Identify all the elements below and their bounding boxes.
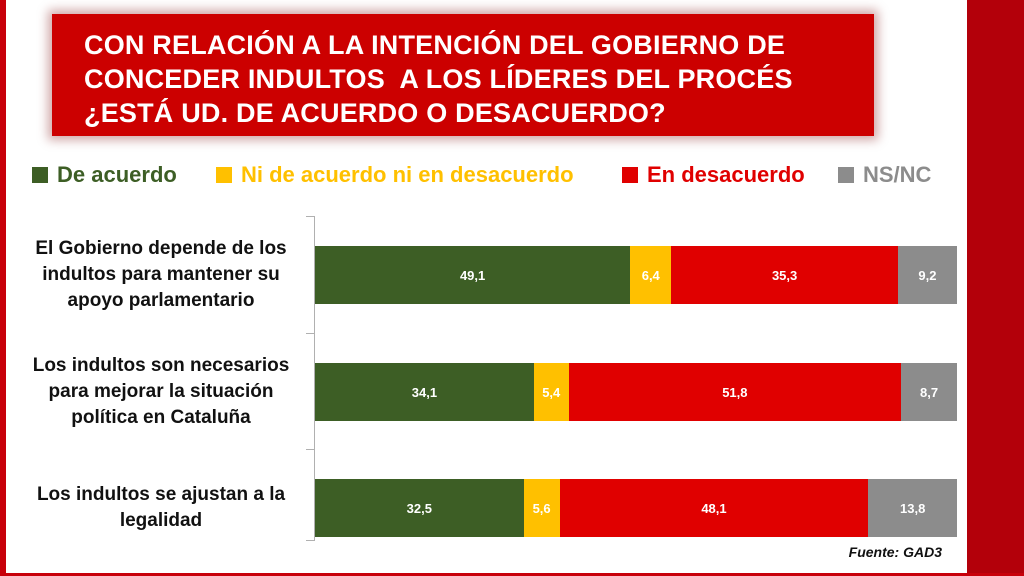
bar-segment-de-acuerdo: 49,1 — [315, 246, 631, 304]
bar-segment-nsnc: 9,2 — [897, 246, 957, 304]
axis-tick — [306, 449, 315, 450]
legend-swatch-nsnc — [838, 167, 854, 183]
category-label-1: El Gobierno depende de los indultos para… — [16, 236, 306, 314]
axis-tick — [306, 540, 315, 541]
source-note: Fuente: GAD3 — [848, 544, 942, 560]
bottom-frame-border — [0, 573, 1024, 576]
bar-value-label: 5,6 — [532, 500, 551, 516]
category-label-line: apoyo parlamentario — [67, 290, 255, 311]
bar-value-label: 5,4 — [542, 384, 561, 400]
category-label-line: Los indultos son necesarios — [32, 355, 290, 376]
category-axis-line — [314, 216, 315, 541]
bar-row-3: 32,5 5,6 48,1 13,8 — [315, 479, 957, 537]
bar-value-label: 32,5 — [406, 500, 432, 516]
bar-segment-nsnc: 13,8 — [868, 479, 957, 537]
bar-value-label: 35,3 — [771, 267, 798, 283]
bar-segment-ni: 5,4 — [533, 363, 569, 421]
bar-value-label: 49,1 — [459, 267, 486, 283]
legend-item-nsnc: NS/NC — [838, 162, 931, 188]
category-label-2: Los indultos son necesarios para mejorar… — [16, 353, 306, 431]
category-label-line: legalidad — [119, 510, 203, 531]
bar-value-label: 34,1 — [411, 384, 438, 400]
title-banner: CON RELACIÓN A LA INTENCIÓN DEL GOBIERNO… — [52, 14, 874, 136]
bar-segment-ni: 6,4 — [630, 246, 672, 304]
category-label-line: política en Cataluña — [71, 407, 251, 428]
title-line-2: CONCEDER INDULTOS A LOS LÍDERES DEL PROC… — [84, 64, 793, 94]
bar-segment-desacuerdo: 48,1 — [559, 479, 869, 537]
bar-segment-de-acuerdo: 34,1 — [315, 363, 534, 421]
category-label-line: El Gobierno depende de los — [35, 238, 287, 259]
axis-tick — [306, 333, 315, 334]
legend-item-ni: Ni de acuerdo ni en desacuerdo — [216, 162, 574, 188]
bar-value-label: 6,4 — [641, 267, 660, 283]
legend-label-de-acuerdo: De acuerdo — [57, 162, 177, 187]
bar-segment-desacuerdo: 51,8 — [568, 363, 902, 421]
category-label-3: Los indultos se ajustan a la legalidad — [16, 482, 306, 534]
title-line-3: ¿ESTÁ UD. DE ACUERDO O DESACUERDO? — [84, 98, 666, 128]
legend-swatch-desacuerdo — [622, 167, 638, 183]
category-label-line: para mejorar la situación — [48, 381, 274, 402]
bar-segment-desacuerdo: 35,3 — [671, 246, 898, 304]
category-label-line: Los indultos se ajustan a la — [36, 484, 286, 505]
category-label-line: indultos para mantener su — [42, 264, 280, 285]
bar-segment-nsnc: 8,7 — [901, 363, 957, 421]
right-frame-border — [967, 0, 1024, 576]
bar-value-label: 8,7 — [920, 384, 939, 400]
left-frame-border — [0, 0, 6, 576]
legend-item-de-acuerdo: De acuerdo — [32, 162, 177, 188]
legend-swatch-de-acuerdo — [32, 167, 48, 183]
bar-row-1: 49,1 6,4 35,3 9,2 — [315, 246, 957, 304]
axis-tick — [306, 216, 315, 217]
bar-value-label: 51,8 — [722, 384, 748, 400]
legend-label-ni: Ni de acuerdo ni en desacuerdo — [241, 162, 574, 187]
bar-value-label: 48,1 — [701, 500, 727, 516]
bar-row-2: 34,1 5,4 51,8 8,7 — [315, 363, 957, 421]
bar-segment-ni: 5,6 — [523, 479, 560, 537]
bar-value-label: 13,8 — [900, 500, 926, 516]
bar-value-label: 9,2 — [918, 267, 937, 283]
legend-label-desacuerdo: En desacuerdo — [647, 162, 805, 187]
legend-item-desacuerdo: En desacuerdo — [622, 162, 805, 188]
legend-label-nsnc: NS/NC — [863, 162, 932, 187]
legend-swatch-ni — [216, 167, 232, 183]
bar-segment-de-acuerdo: 32,5 — [315, 479, 524, 537]
title-line-1: CON RELACIÓN A LA INTENCIÓN DEL GOBIERNO… — [84, 30, 786, 60]
